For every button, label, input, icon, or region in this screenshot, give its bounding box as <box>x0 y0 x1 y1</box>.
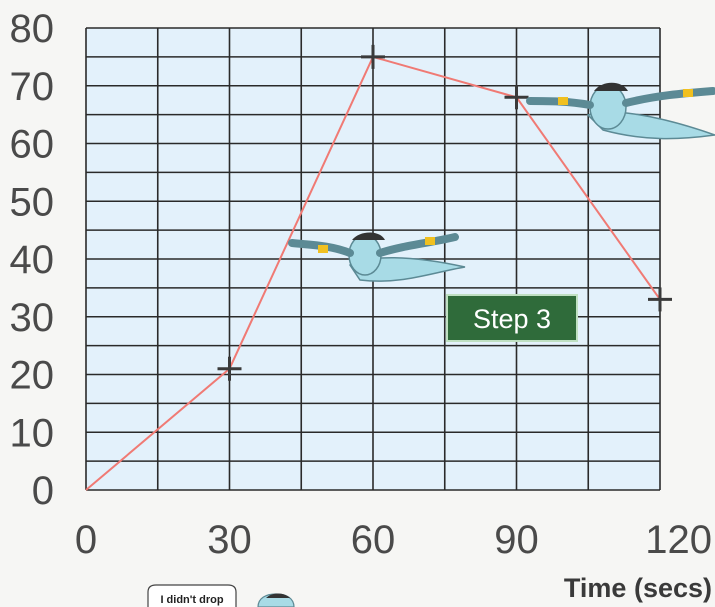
data-point-marker <box>217 356 242 381</box>
data-point-marker <box>504 85 529 110</box>
x-tick-labels: 0 30 60 90 120 <box>75 518 712 562</box>
y-tick-labels: 0 10 20 30 40 50 60 70 80 <box>10 7 55 513</box>
genie-icon <box>257 593 295 607</box>
x-tick-label: 0 <box>75 518 97 562</box>
y-tick-label: 70 <box>10 65 55 109</box>
y-tick-label: 10 <box>10 411 55 455</box>
y-tick-label: 50 <box>10 180 55 224</box>
y-tick-label: 40 <box>10 238 55 282</box>
y-tick-label: 30 <box>10 296 55 340</box>
grid <box>85 27 661 491</box>
speech-bubble: I didn't drop <box>147 584 237 607</box>
x-tick-label: 90 <box>494 518 539 562</box>
genie-icon <box>288 232 466 282</box>
genie-icon <box>526 82 715 140</box>
step-badge-label: Step 3 <box>473 304 551 334</box>
y-tick-label: 0 <box>32 469 54 513</box>
y-tick-label: 20 <box>10 354 55 398</box>
x-axis-title: Time (secs) <box>564 573 712 603</box>
y-tick-label: 80 <box>10 7 55 51</box>
speech-bubble-text: I didn't drop <box>160 594 223 606</box>
data-markers <box>217 44 672 381</box>
y-tick-label: 60 <box>10 123 55 167</box>
data-point-marker <box>361 44 385 69</box>
x-tick-label: 30 <box>207 518 252 562</box>
x-tick-label: 60 <box>351 518 396 562</box>
x-tick-label: 120 <box>645 518 712 562</box>
step-badge: Step 3 <box>446 294 578 342</box>
data-point-marker <box>648 287 672 312</box>
